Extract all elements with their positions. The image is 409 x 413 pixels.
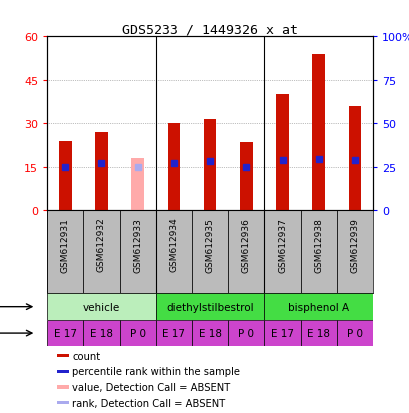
Bar (203, 119, 216, 211)
Bar (131, 159, 144, 211)
Bar (83, 211, 119, 294)
Text: E 18: E 18 (90, 328, 113, 338)
Bar (47, 211, 83, 294)
Bar (95, 133, 108, 211)
Bar (312, 55, 324, 211)
Bar (57, 401, 69, 404)
Bar (191, 211, 228, 294)
Bar (47, 320, 83, 347)
Text: P 0: P 0 (238, 328, 254, 338)
Bar (348, 107, 360, 211)
Text: E 17: E 17 (270, 328, 293, 338)
Bar (47, 294, 155, 320)
Text: count: count (72, 351, 100, 361)
Bar (276, 95, 288, 211)
Bar (336, 211, 372, 294)
Bar (155, 294, 264, 320)
Text: E 18: E 18 (198, 328, 221, 338)
Text: E 18: E 18 (306, 328, 330, 338)
Title: GDS5233 / 1449326_x_at: GDS5233 / 1449326_x_at (122, 23, 297, 36)
Text: P 0: P 0 (346, 328, 362, 338)
Text: E 17: E 17 (162, 328, 185, 338)
Bar (239, 142, 252, 211)
Bar (228, 320, 264, 347)
Text: GSM612937: GSM612937 (277, 217, 286, 272)
Bar (167, 124, 180, 211)
Bar (300, 211, 336, 294)
Text: GSM612934: GSM612934 (169, 217, 178, 272)
Bar (336, 320, 372, 347)
Bar (59, 141, 72, 211)
Text: GSM612932: GSM612932 (97, 217, 106, 272)
Bar (119, 211, 155, 294)
Text: GSM612936: GSM612936 (241, 217, 250, 272)
Text: GSM612939: GSM612939 (350, 217, 359, 272)
Text: GSM612931: GSM612931 (61, 217, 70, 272)
Text: diethylstilbestrol: diethylstilbestrol (166, 302, 253, 312)
Text: E 17: E 17 (54, 328, 76, 338)
Bar (57, 385, 69, 389)
Bar (264, 294, 372, 320)
Text: rank, Detection Call = ABSENT: rank, Detection Call = ABSENT (72, 398, 225, 408)
Text: GSM612935: GSM612935 (205, 217, 214, 272)
Bar (57, 370, 69, 373)
Bar (264, 320, 300, 347)
Bar (155, 320, 191, 347)
Bar (119, 320, 155, 347)
Text: bisphenol A: bisphenol A (288, 302, 348, 312)
Text: value, Detection Call = ABSENT: value, Detection Call = ABSENT (72, 382, 230, 392)
Text: P 0: P 0 (129, 328, 145, 338)
Text: GSM612933: GSM612933 (133, 217, 142, 272)
Bar (228, 211, 264, 294)
Bar (264, 211, 300, 294)
Text: GSM612938: GSM612938 (314, 217, 322, 272)
Bar (57, 354, 69, 358)
Bar (300, 320, 336, 347)
Bar (155, 211, 191, 294)
Bar (191, 320, 228, 347)
Text: vehicle: vehicle (83, 302, 120, 312)
Text: percentile rank within the sample: percentile rank within the sample (72, 366, 240, 376)
Bar (83, 320, 119, 347)
